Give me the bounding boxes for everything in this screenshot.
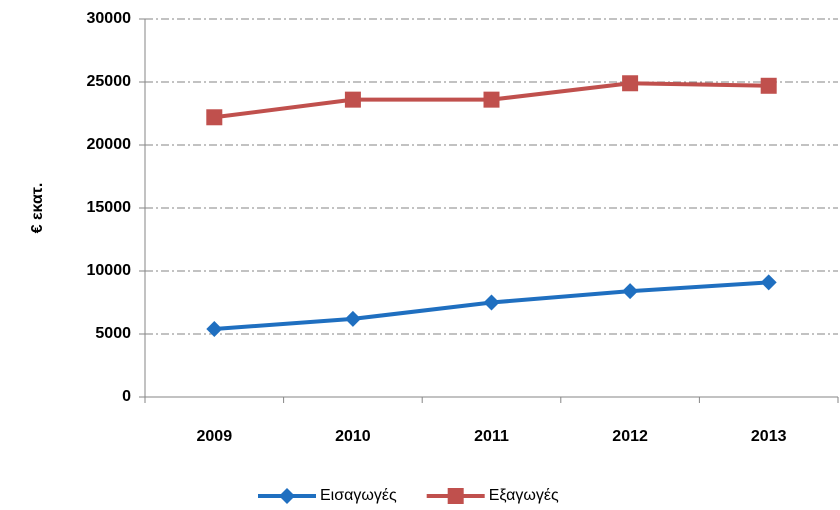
data-point — [760, 274, 777, 291]
data-point — [622, 283, 639, 300]
legend-marker — [279, 488, 295, 504]
data-point — [344, 310, 361, 327]
y-tick-label: 5000 — [95, 325, 131, 342]
x-tick-label: 2013 — [751, 428, 787, 445]
x-tick-label: 2010 — [335, 428, 371, 445]
data-point — [483, 294, 500, 311]
y-tick-label: 0 — [122, 388, 131, 405]
legend-label: Εισαγωγές — [320, 487, 397, 504]
y-tick-label: 15000 — [87, 199, 132, 216]
data-point — [344, 91, 361, 108]
data-point — [622, 75, 639, 92]
y-tick-label: 30000 — [87, 10, 132, 27]
data-point — [760, 77, 777, 94]
legend-label: Εξαγωγές — [489, 487, 559, 504]
legend-marker — [447, 488, 464, 504]
y-axis-label: € εκατ. — [29, 183, 46, 234]
y-tick-label: 25000 — [87, 73, 132, 90]
y-tick-label: 20000 — [87, 136, 132, 153]
y-tick-label: 10000 — [87, 262, 132, 279]
x-tick-label: 2011 — [474, 428, 509, 445]
data-point — [206, 320, 223, 337]
x-tick-label: 2012 — [612, 428, 648, 445]
data-point — [483, 91, 500, 108]
x-tick-label: 2009 — [197, 428, 233, 445]
data-point — [206, 109, 223, 126]
